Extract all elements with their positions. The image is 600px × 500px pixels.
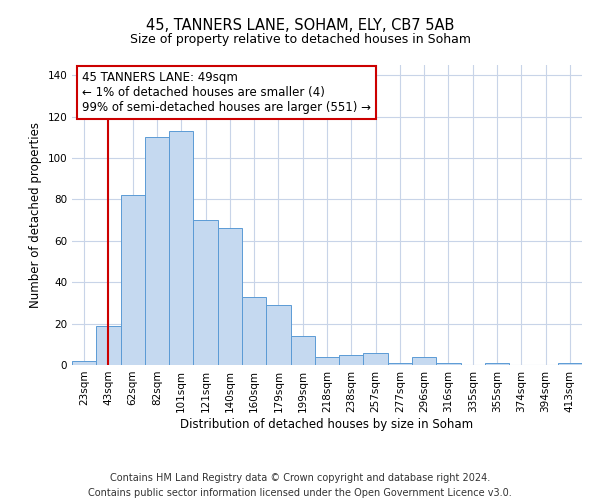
Bar	[121, 196, 145, 365]
Bar	[412, 356, 436, 365]
Text: 45, TANNERS LANE, SOHAM, ELY, CB7 5AB: 45, TANNERS LANE, SOHAM, ELY, CB7 5AB	[146, 18, 454, 32]
Bar	[485, 363, 509, 365]
Bar	[290, 336, 315, 365]
Bar	[558, 363, 582, 365]
Bar	[364, 352, 388, 365]
Bar	[339, 354, 364, 365]
Text: Contains HM Land Registry data © Crown copyright and database right 2024.
Contai: Contains HM Land Registry data © Crown c…	[88, 472, 512, 498]
Bar	[193, 220, 218, 365]
Bar	[72, 361, 96, 365]
Bar	[388, 363, 412, 365]
Bar	[218, 228, 242, 365]
Bar	[242, 296, 266, 365]
Bar	[436, 363, 461, 365]
Bar	[96, 326, 121, 365]
Text: 45 TANNERS LANE: 49sqm
← 1% of detached houses are smaller (4)
99% of semi-detac: 45 TANNERS LANE: 49sqm ← 1% of detached …	[82, 71, 371, 114]
Bar	[169, 131, 193, 365]
Bar	[266, 305, 290, 365]
X-axis label: Distribution of detached houses by size in Soham: Distribution of detached houses by size …	[181, 418, 473, 430]
Text: Size of property relative to detached houses in Soham: Size of property relative to detached ho…	[130, 32, 470, 46]
Bar	[315, 356, 339, 365]
Y-axis label: Number of detached properties: Number of detached properties	[29, 122, 42, 308]
Bar	[145, 138, 169, 365]
